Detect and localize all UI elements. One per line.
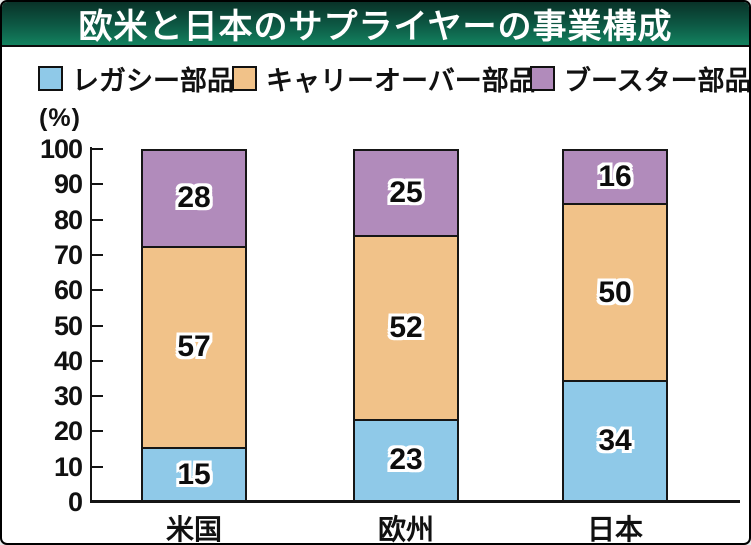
bar-value-label: 52 — [389, 311, 423, 345]
bar-value-label: 15 — [177, 457, 211, 491]
y-tick — [90, 148, 103, 150]
y-tick-label: 40 — [53, 345, 83, 376]
legend-swatch — [232, 65, 257, 91]
y-tick-label: 20 — [53, 416, 83, 447]
bar-value-label: 28 — [177, 181, 211, 215]
bar-segment: 15 — [141, 449, 247, 502]
bar: 25 52 23 — [353, 149, 459, 502]
y-tick-label: 70 — [53, 239, 83, 270]
y-tick — [90, 359, 103, 362]
chart-title-bar: 欧米と日本のサプライヤーの事業構成 — [2, 2, 749, 47]
y-tick — [90, 324, 103, 327]
bar-segment: 34 — [562, 381, 668, 502]
y-tick-label: 80 — [53, 204, 83, 235]
bar-value-label: 50 — [598, 275, 632, 309]
bar-value-label: 23 — [389, 443, 423, 477]
legend-item: レガシー部品 — [38, 63, 234, 96]
y-tick-label: 60 — [53, 275, 83, 306]
x-category-label: 欧州 — [377, 514, 434, 545]
y-tick — [90, 183, 103, 186]
bar: 16 50 34 — [562, 149, 668, 502]
y-tick-label: 50 — [53, 310, 83, 341]
bar-value-label: 25 — [389, 176, 423, 210]
y-tick-label: 100 — [39, 134, 83, 164]
y-tick — [90, 465, 103, 468]
y-tick — [90, 395, 103, 398]
bar-segment: 25 — [353, 149, 459, 238]
y-tick — [90, 253, 103, 256]
y-axis-unit-label: (%) — [39, 104, 81, 132]
y-tick-label: 90 — [53, 169, 83, 200]
y-tick — [90, 289, 103, 292]
bar-segment: 50 — [562, 205, 668, 382]
x-category-label: 日本 — [586, 514, 643, 545]
bar: 28 57 15 — [141, 149, 247, 502]
chart-title: 欧米と日本のサプライヤーの事業構成 — [78, 8, 673, 46]
x-category-label: 米国 — [165, 514, 222, 545]
bar-segment: 23 — [353, 420, 459, 502]
legend-label: ブースター部品 — [564, 65, 751, 96]
y-tick-label: 30 — [53, 381, 83, 412]
y-tick-label: 10 — [53, 451, 83, 482]
legend-swatch — [38, 65, 63, 91]
bar-value-label: 57 — [177, 330, 211, 364]
bar-value-label: 34 — [598, 423, 632, 457]
bar-segment: 52 — [353, 237, 459, 421]
legend-item: キャリーオーバー部品 — [232, 63, 536, 96]
legend-label: レガシー部品 — [72, 65, 234, 96]
bar-segment: 28 — [141, 149, 247, 248]
bar-segment: 16 — [562, 149, 668, 206]
legend-swatch — [530, 65, 555, 91]
bar-segment: 57 — [141, 247, 247, 450]
legend-label: キャリーオーバー部品 — [266, 65, 536, 96]
y-tick-label: 0 — [67, 487, 83, 517]
y-tick — [90, 218, 103, 221]
bar-value-label: 16 — [598, 160, 632, 194]
y-tick — [90, 501, 103, 503]
legend-item: ブースター部品 — [530, 63, 749, 96]
y-tick — [90, 430, 103, 433]
